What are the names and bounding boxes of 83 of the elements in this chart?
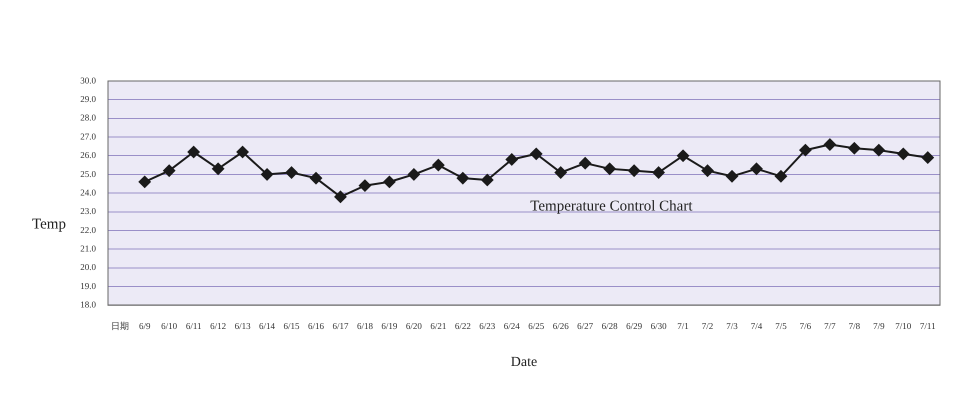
x-tick-label: 7/8 (848, 320, 861, 331)
x-tick-label: 6/18 (356, 320, 374, 331)
point (432, 159, 444, 172)
point (774, 170, 787, 182)
point (456, 172, 469, 184)
point (652, 166, 665, 179)
x-tick-label: 7/2 (702, 320, 714, 331)
x-tick-label: 6/10 (161, 320, 178, 331)
x-tick-label: 6/12 (210, 320, 226, 331)
point (163, 164, 176, 177)
point (358, 180, 371, 192)
point (750, 162, 762, 175)
x-tick-label: 7/3 (726, 320, 738, 331)
point (530, 148, 542, 160)
y-axis-title: Temp (32, 216, 66, 232)
point (677, 150, 690, 162)
point (726, 170, 738, 182)
point (628, 164, 640, 177)
point (922, 152, 934, 164)
y-tick-label: 24.0 (80, 187, 96, 198)
x-tick-label: 6/16 (308, 320, 324, 331)
y-tick-label: 22.0 (80, 224, 96, 235)
x-tick-label: 7/9 (873, 320, 886, 331)
point (261, 168, 274, 180)
x-tick-label: 6/15 (284, 320, 300, 331)
point (138, 176, 151, 188)
y-tick-label: 29.0 (80, 94, 96, 104)
x-tick-label: 7/11 (920, 320, 936, 331)
x-tick-label: 6/24 (504, 320, 520, 331)
point (481, 174, 494, 186)
point (286, 166, 298, 179)
x-tick-label: 6/19 (381, 320, 398, 331)
y-tick-label: 27.0 (80, 131, 96, 142)
x-tick-label: 7/1 (677, 320, 689, 331)
point (554, 166, 567, 179)
point (848, 142, 860, 154)
x-tick-label: 6/23 (479, 320, 496, 331)
y-tick-label: 25.0 (80, 168, 96, 179)
y-tick-label: 28.0 (80, 112, 96, 123)
x-tick-label: 7/6 (800, 320, 812, 331)
x-tick-label: 6/20 (406, 320, 422, 331)
y-tick-label: 20.0 (80, 262, 96, 272)
point (506, 153, 518, 166)
x-tick-label: 6/14 (259, 320, 276, 331)
y-tick-label: 30.0 (80, 75, 96, 86)
point (383, 176, 396, 188)
x-tick-label: 6/26 (552, 320, 570, 331)
point (799, 144, 812, 156)
point (236, 146, 249, 158)
point (897, 148, 910, 160)
x-tick-label: 6/25 (528, 320, 545, 331)
x-tick-label: 6/28 (602, 320, 618, 331)
x-tick-label: 6/21 (430, 320, 446, 331)
x-tick-label: 6/30 (650, 320, 668, 331)
x-tick-label: 日期 (111, 320, 130, 331)
y-tick-label: 26.0 (80, 150, 96, 160)
x-tick-label: 6/29 (626, 320, 643, 331)
x-axis-title: Date (510, 354, 538, 370)
x-tick-label: 7/5 (775, 320, 788, 331)
text: Temperature Control Chart (530, 198, 694, 214)
x-tick-label: 6/22 (454, 320, 471, 331)
x-tick-label: 7/10 (895, 320, 912, 331)
point (824, 138, 836, 151)
point (872, 144, 885, 156)
point (212, 162, 224, 175)
x-tick-label: 6/13 (234, 320, 252, 331)
point (702, 164, 714, 177)
x-tick-label: 6/27 (577, 320, 594, 331)
y-tick-label: 19.0 (80, 280, 96, 291)
point (604, 162, 616, 175)
y-tick-label: 23.0 (80, 206, 96, 216)
x-tick-label: 6/9 (138, 320, 151, 331)
x-tick-label: 6/11 (186, 320, 202, 331)
y-tick-label: 21.0 (80, 244, 96, 254)
point (579, 157, 592, 170)
x-tick-label: 7/7 (824, 320, 836, 331)
point (334, 190, 346, 203)
point (408, 168, 420, 180)
x-tick-label: 7/4 (750, 320, 763, 331)
point (310, 172, 322, 184)
x-tick-label: 6/17 (332, 320, 349, 331)
point (188, 146, 200, 158)
y-tick-label: 18.0 (80, 300, 96, 310)
